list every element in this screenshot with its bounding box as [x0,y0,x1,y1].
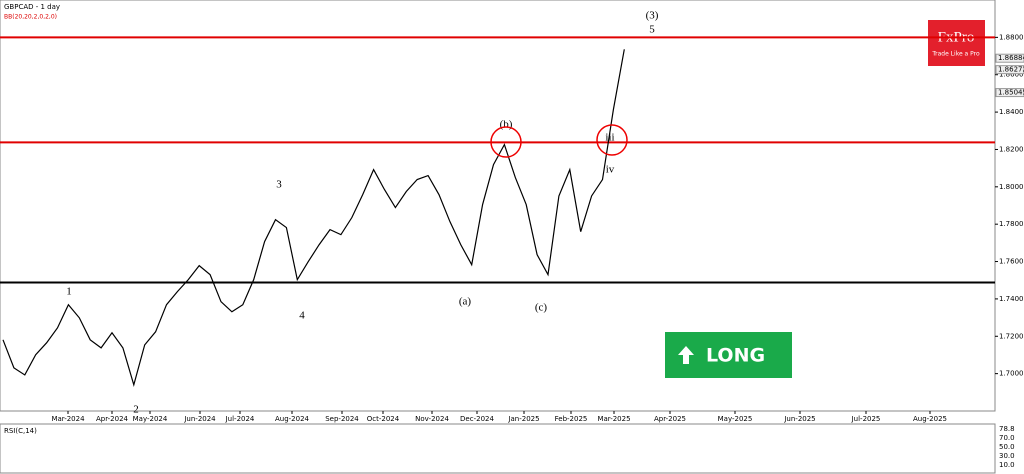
rsi-tick-label: 50.0 [999,443,1015,451]
rsi-tick-label: 10.0 [999,461,1015,469]
x-tick-label: May-2024 [133,415,168,423]
x-tick-label: Apr-2025 [654,415,686,423]
y-tick-label: 1.70000 [999,370,1024,378]
wave-label: 3 [276,179,282,191]
logo-box [928,20,985,66]
wave-label: (c) [535,302,548,314]
y-tick-label: 1.80000 [999,183,1024,191]
price-label: 1.86884 [998,54,1024,62]
x-tick-label: Dec-2024 [460,415,494,423]
y-tick-label: 1.72000 [999,332,1024,340]
wave-label: iii [605,132,614,144]
rsi-tick-label: 70.0 [999,434,1015,442]
x-tick-label: Jul-2024 [225,415,255,423]
wave-label: 2 [133,404,139,416]
y-tick-label: 1.86000 [999,71,1024,79]
y-tick-label: 1.88000 [999,33,1024,41]
y-tick-label: 1.82000 [999,145,1024,153]
y-tick-label: 1.76000 [999,258,1024,266]
x-tick-label: Jun-2024 [183,415,216,423]
x-tick-label: Mar-2025 [597,415,630,423]
y-tick-label: 1.78000 [999,220,1024,228]
price-label: 1.85045 [998,89,1024,97]
y-tick-label: 1.84000 [999,108,1024,116]
x-tick-label: Jul-2025 [851,415,881,423]
highlight-circle [490,126,522,158]
plot-frame [0,0,996,412]
rsi-frame [0,423,996,474]
price-label: 1.86272 [998,66,1024,74]
long-label: LONG [706,345,765,367]
wave-label: (b) [500,119,513,131]
indicator: BB(20,20,2,0,2,0) [4,14,57,21]
x-tick-label: May-2025 [718,415,753,423]
rsi-label: RSI(C,14) [4,427,37,435]
rsi-tick-label: 30.0 [999,452,1015,460]
x-tick-label: Aug-2024 [275,415,310,423]
symbol: GBPCAD - 1 day [4,3,60,11]
x-tick-label: Feb-2025 [555,415,588,423]
x-tick-label: Apr-2024 [96,415,129,423]
arrow-icon [678,346,694,364]
x-tick-label: Nov-2024 [415,415,449,423]
wave-label: 4 [299,310,305,322]
price-tag [995,65,1024,75]
price-line [2,49,625,388]
x-tick-label: Jan-2025 [507,415,539,423]
price-tag [995,53,1024,63]
x-tick-label: Jun-2025 [783,415,815,423]
wave-label: (3) [646,10,659,22]
x-tick-label: Oct-2024 [367,415,400,423]
price-tag [995,88,1024,98]
y-tick-label: 1.74000 [999,295,1024,303]
highlight-circle [596,124,628,156]
x-tick-label: Aug-2025 [913,415,947,423]
x-tick-label: Sep-2024 [325,415,359,423]
wave-label: iv [606,164,615,176]
wave-label: 1 [66,286,72,298]
logo-tagline: Trade Like a Pro [931,51,980,58]
wave-label: 5 [649,24,655,36]
x-tick-label: Mar-2024 [51,415,85,423]
wave-label: (a) [459,296,472,308]
rsi-tick-label: 78.8 [999,425,1015,433]
